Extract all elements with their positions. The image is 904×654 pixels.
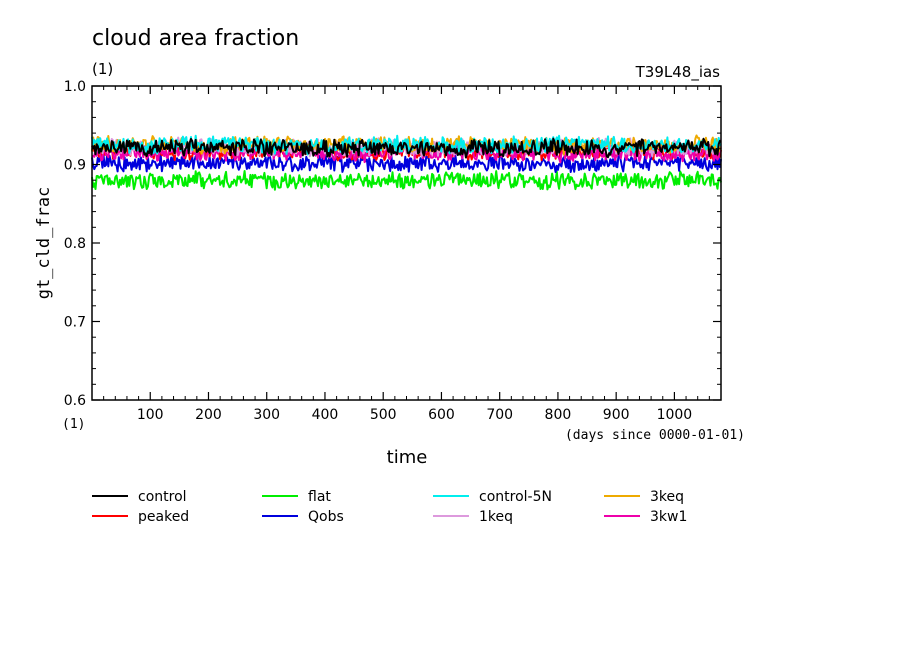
legend-label: peaked bbox=[138, 509, 189, 525]
legend-label: Qobs bbox=[308, 509, 344, 525]
plot-frame bbox=[91, 85, 722, 401]
units-label: (1) bbox=[92, 60, 113, 78]
legend-label: 3kw1 bbox=[650, 509, 687, 525]
x-tick-label: 100 bbox=[137, 407, 164, 423]
legend-label: 3keq bbox=[650, 489, 684, 505]
y-tick-label: 1.0 bbox=[64, 79, 86, 95]
legend-label: control bbox=[138, 489, 187, 505]
y-tick-label: 0.8 bbox=[64, 236, 86, 252]
series-layer bbox=[91, 134, 722, 191]
legend: control peaked flat Qobs control-5N 1keq 3keq 3… bbox=[92, 489, 687, 525]
y-tick-label: 0.7 bbox=[64, 315, 86, 331]
series-line-flat bbox=[91, 170, 722, 191]
x-tick-label: 1000 bbox=[657, 407, 693, 423]
y-tick-label: 0.6 bbox=[64, 393, 86, 409]
x-tick-label: 700 bbox=[486, 407, 513, 423]
x-tick-label: 600 bbox=[428, 407, 455, 423]
x-tick-label: 300 bbox=[253, 407, 280, 423]
legend-label: flat bbox=[308, 489, 331, 505]
x-axis-label: time bbox=[387, 447, 428, 468]
y-axis-label: gt_cld_frac bbox=[34, 187, 54, 300]
x-unit-left: (1) bbox=[62, 417, 85, 432]
y-tick-label: 0.9 bbox=[64, 158, 86, 174]
legend-label: control-5N bbox=[479, 489, 552, 505]
x-tick-label: 400 bbox=[312, 407, 339, 423]
x-tick-label: 800 bbox=[545, 407, 572, 423]
x-tick-label: 200 bbox=[195, 407, 222, 423]
x-tick-label: 500 bbox=[370, 407, 397, 423]
x-tick-label: 900 bbox=[603, 407, 630, 423]
ticks-layer: 100 200 300 400 500 600 700 800 900 1000 0.6 0.7 0.8… bbox=[64, 79, 721, 423]
chart-title: cloud area fraction bbox=[92, 26, 299, 51]
experiment-label: T39L48_ias bbox=[635, 63, 721, 82]
series-line-control bbox=[91, 137, 722, 159]
legend-label: 1keq bbox=[479, 509, 513, 525]
x-axis-units: (days since 0000-01-01) bbox=[565, 428, 745, 443]
